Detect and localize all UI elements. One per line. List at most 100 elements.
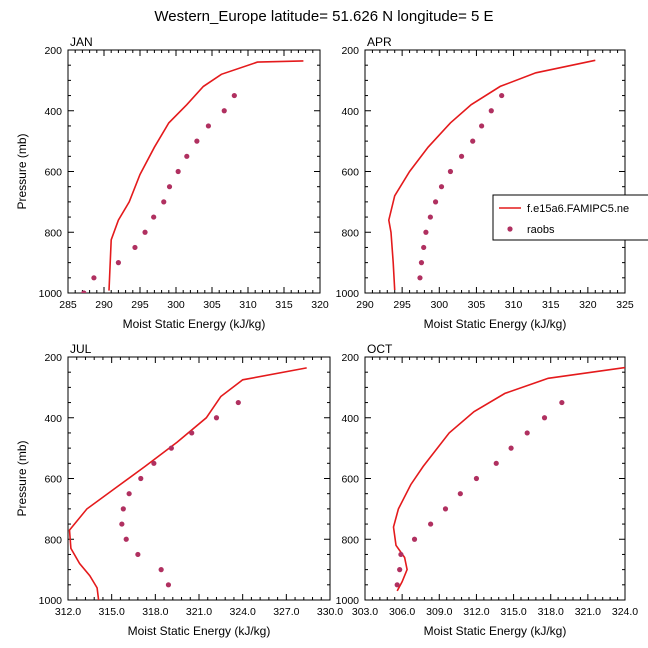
plot-frame [364,356,626,601]
raobs-point [397,567,403,573]
raobs-point [126,491,132,497]
x-tick-label: 306.0 [389,606,415,618]
raobs-point [508,445,514,451]
y-tick-label: 200 [341,352,359,364]
x-tick-label: 320 [311,299,329,311]
raobs-point [427,214,433,220]
raobs-point [458,153,465,159]
chart-panels: JAN 285 290 295 300 305 310 315 320 200 400 600 800 1… [15,35,638,638]
plot-frame [364,49,626,294]
raobs-point [470,138,476,144]
plot-area [387,59,596,291]
x-tick-label: 290 [356,299,374,311]
y-tick-label: 400 [44,413,62,425]
y-tick-label: 800 [44,227,62,239]
y-tick-label: 400 [341,413,359,425]
x-axis-title: Moist Static Energy (kJ/kg) [128,624,271,638]
raobs-point [166,184,173,190]
y-tick-label: 600 [341,474,359,486]
x-tick-label: 285 [59,299,77,311]
x-tick-label: 321.0 [186,606,212,618]
x-tick-label: 300 [167,299,185,311]
raobs-point [417,275,423,281]
panel-label: OCT [367,342,393,356]
raobs-point [91,275,97,281]
legend-label-model: f.e15a6.FAMIPC5.ne [527,203,629,215]
raobs-point [473,475,480,482]
y-axis-title: Pressure (mb) [15,440,29,516]
raobs-point [457,491,463,497]
x-tick-label: 312.0 [55,606,81,618]
x-tick-label: 305 [203,299,221,311]
y-tick-label: 600 [44,474,62,486]
raobs-point [398,551,404,558]
y-tick-label: 200 [44,352,62,364]
x-tick-label: 315 [542,299,560,311]
x-axis-title: Moist Static Energy (kJ/kg) [424,317,567,331]
y-tick-label: 600 [341,167,359,179]
x-axis-title: Moist Static Energy (kJ/kg) [424,624,567,638]
raobs-point [168,445,174,451]
figure-title: Western_Europe latitude= 51.626 N longit… [154,8,493,25]
raobs-point [205,123,211,129]
x-tick-label: 325 [616,299,634,311]
plot-area [68,367,307,600]
legend-label-raobs: raobs [527,224,555,236]
plot-area [392,366,625,592]
model-line [68,367,307,600]
raobs-point [213,415,220,421]
raobs-point [559,399,565,406]
model-line [108,60,304,291]
chart-panel-0: JAN 285 290 295 300 305 310 315 320 200 400 600 800 1… [15,35,329,331]
raobs-point [184,153,190,159]
raobs-point [499,92,505,99]
raobs-point [194,138,200,144]
raobs-point [428,521,434,527]
raobs-point [81,290,87,293]
y-tick-label: 1000 [39,595,63,607]
panel-label: APR [367,35,392,49]
raobs-point [158,567,164,573]
raobs-point [175,168,181,175]
chart-panel-1: APR 290 295 300 305 310 315 320 325 200 400 600 800 1… [336,35,634,331]
raobs-point [189,430,195,436]
raobs-point [221,108,227,114]
x-tick-label: 330.0 [317,606,343,618]
y-tick-label: 600 [44,167,62,179]
x-tick-label: 324.0 [230,606,256,618]
y-tick-label: 800 [341,227,359,239]
x-axis-title: Moist Static Energy (kJ/kg) [123,317,266,331]
panel-label: JAN [70,35,93,49]
raobs-point [231,92,237,99]
x-tick-label: 318.0 [142,606,168,618]
x-tick-label: 290 [95,299,113,311]
raobs-point [119,521,125,527]
y-tick-label: 800 [44,534,62,546]
chart-panel-3: OCT 303.0 306.0 309.0 312.0 315.0 318.0 321.0 32… [336,342,639,638]
model-line [387,59,596,291]
x-tick-label: 318.0 [538,606,564,618]
y-tick-label: 200 [44,45,62,57]
raobs-point [138,475,144,482]
plot-frame [67,49,321,294]
x-tick-label: 321.0 [575,606,601,618]
x-tick-label: 315.0 [500,606,526,618]
raobs-point [447,168,454,175]
raobs-point [423,229,429,235]
raobs-point [165,582,172,588]
model-line [392,366,625,592]
y-tick-label: 1000 [39,288,63,300]
x-tick-label: 315.0 [99,606,125,618]
x-tick-label: 309.0 [426,606,452,618]
y-tick-label: 400 [341,106,359,118]
x-tick-label: 303.0 [352,606,378,618]
y-tick-label: 1000 [336,288,360,300]
x-tick-label: 312.0 [463,606,489,618]
x-tick-label: 305 [468,299,486,311]
raobs-point [524,430,530,436]
raobs-point [151,460,157,466]
raobs-point [442,506,449,512]
x-tick-label: 327.0 [273,606,299,618]
y-tick-label: 200 [341,45,359,57]
